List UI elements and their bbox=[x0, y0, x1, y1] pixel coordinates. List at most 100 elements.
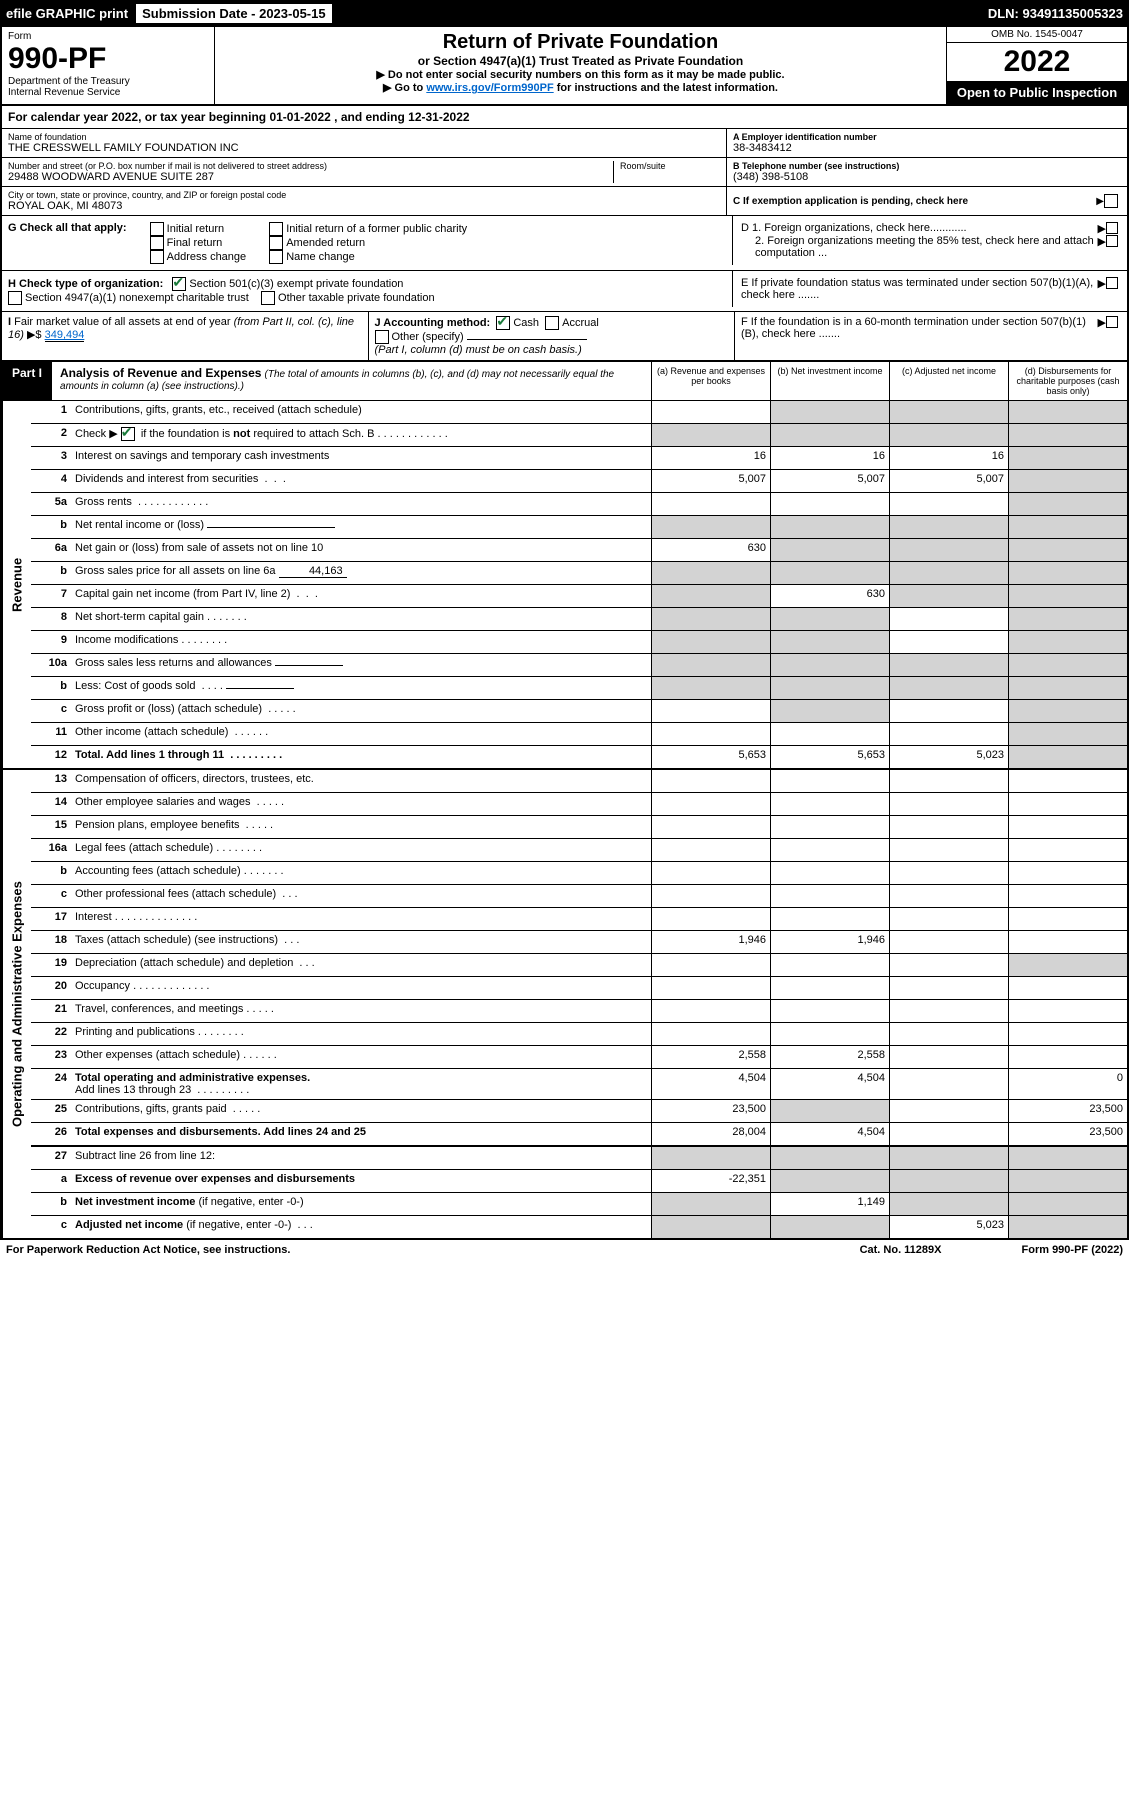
f-checkbox[interactable] bbox=[1106, 316, 1118, 328]
r4-b: 5,007 bbox=[770, 470, 889, 492]
row-14: 14 Other employee salaries and wages . .… bbox=[31, 793, 1127, 816]
ijf-row: I Fair market value of all assets at end… bbox=[0, 312, 1129, 362]
row-18: 18 Taxes (attach schedule) (see instruct… bbox=[31, 931, 1127, 954]
g-address-change[interactable] bbox=[150, 250, 164, 264]
g-final-return[interactable] bbox=[150, 236, 164, 250]
h-4947[interactable] bbox=[8, 291, 22, 305]
h-other-taxable[interactable] bbox=[261, 291, 275, 305]
r27c-c: 5,023 bbox=[889, 1216, 1008, 1238]
r26-a: 28,004 bbox=[651, 1123, 770, 1145]
footer-cat: Cat. No. 11289X bbox=[860, 1244, 942, 1256]
address-cell: Number and street (or P.O. box number if… bbox=[2, 158, 727, 187]
footer: For Paperwork Reduction Act Notice, see … bbox=[0, 1240, 1129, 1260]
r4-c: 5,007 bbox=[889, 470, 1008, 492]
row-8: 8 Net short-term capital gain . . . . . … bbox=[31, 608, 1127, 631]
city-cell: City or town, state or province, country… bbox=[2, 187, 727, 216]
row-1: 1 Contributions, gifts, grants, etc., re… bbox=[31, 401, 1127, 424]
d-column: D 1. Foreign organizations, check here..… bbox=[732, 216, 1127, 265]
part1-header: Part I Analysis of Revenue and Expenses … bbox=[0, 362, 1129, 401]
form-title: Return of Private Foundation bbox=[223, 31, 938, 54]
open-inspection: Open to Public Inspection bbox=[947, 81, 1127, 104]
r2-checkbox[interactable] bbox=[121, 427, 135, 441]
r23-b: 2,558 bbox=[770, 1046, 889, 1068]
expenses-section: Operating and Administrative Expenses 13… bbox=[0, 770, 1129, 1240]
j-accrual[interactable] bbox=[545, 316, 559, 330]
col-d-header: (d) Disbursements for charitable purpose… bbox=[1008, 362, 1127, 400]
row-4: 4 Dividends and interest from securities… bbox=[31, 470, 1127, 493]
r12-c: 5,023 bbox=[889, 746, 1008, 768]
row-23: 23 Other expenses (attach schedule) . . … bbox=[31, 1046, 1127, 1069]
expenses-side-label: Operating and Administrative Expenses bbox=[2, 770, 31, 1238]
r25-a: 23,500 bbox=[651, 1100, 770, 1122]
irs-link[interactable]: www.irs.gov/Form990PF bbox=[426, 82, 553, 94]
row-7: 7 Capital gain net income (from Part IV,… bbox=[31, 585, 1127, 608]
row-12: 12 Total. Add lines 1 through 11 . . . .… bbox=[31, 746, 1127, 768]
row-19: 19 Depreciation (attach schedule) and de… bbox=[31, 954, 1127, 977]
r12-a: 5,653 bbox=[651, 746, 770, 768]
calendar-year-row: For calendar year 2022, or tax year begi… bbox=[0, 106, 1129, 129]
row-16c: c Other professional fees (attach schedu… bbox=[31, 885, 1127, 908]
footer-left: For Paperwork Reduction Act Notice, see … bbox=[6, 1244, 290, 1256]
r24-b: 4,504 bbox=[770, 1069, 889, 1099]
telephone-cell: B Telephone number (see instructions) (3… bbox=[727, 158, 1127, 187]
r3-b: 16 bbox=[770, 447, 889, 469]
r3-a: 16 bbox=[651, 447, 770, 469]
row-11: 11 Other income (attach schedule) . . . … bbox=[31, 723, 1127, 746]
fmv-value[interactable]: 349,494 bbox=[45, 329, 85, 342]
row-10a: 10a Gross sales less returns and allowan… bbox=[31, 654, 1127, 677]
h-column: H Check type of organization: Section 50… bbox=[8, 277, 712, 305]
row-27b: b Net investment income (if negative, en… bbox=[31, 1193, 1127, 1216]
row-5b: b Net rental income or (loss) bbox=[31, 516, 1127, 539]
row-26: 26 Total expenses and disbursements. Add… bbox=[31, 1123, 1127, 1147]
r7-b: 630 bbox=[770, 585, 889, 607]
e-checkbox[interactable] bbox=[1106, 277, 1118, 289]
top-bar: efile GRAPHIC print Submission Date - 20… bbox=[0, 0, 1129, 27]
col-b-header: (b) Net investment income bbox=[770, 362, 889, 400]
j-cash[interactable] bbox=[496, 316, 510, 330]
r24-d: 0 bbox=[1008, 1069, 1127, 1099]
header-center: Return of Private Foundation or Section … bbox=[215, 27, 946, 104]
row-10c: c Gross profit or (loss) (attach schedul… bbox=[31, 700, 1127, 723]
row-16a: 16a Legal fees (attach schedule) . . . .… bbox=[31, 839, 1127, 862]
header-right: OMB No. 1545-0047 2022 Open to Public In… bbox=[946, 27, 1127, 104]
submission-date: Submission Date - 2023-05-15 bbox=[136, 4, 332, 23]
row-24: 24 Total operating and administrative ex… bbox=[31, 1069, 1127, 1100]
r6a-a: 630 bbox=[651, 539, 770, 561]
g-initial-return[interactable] bbox=[150, 222, 164, 236]
row-13: 13 Compensation of officers, directors, … bbox=[31, 770, 1127, 793]
j-other[interactable] bbox=[375, 330, 389, 344]
header-left: Form 990-PF Department of the TreasuryIn… bbox=[2, 27, 215, 104]
g-amended-return[interactable] bbox=[269, 236, 283, 250]
r25-d: 23,500 bbox=[1008, 1100, 1127, 1122]
g-name-change[interactable] bbox=[269, 250, 283, 264]
row-27c: c Adjusted net income (if negative, ente… bbox=[31, 1216, 1127, 1238]
row-21: 21 Travel, conferences, and meetings . .… bbox=[31, 1000, 1127, 1023]
note-ssn: ▶ Do not enter social security numbers o… bbox=[223, 68, 938, 81]
g-initial-public[interactable] bbox=[269, 222, 283, 236]
r27a-a: -22,351 bbox=[651, 1170, 770, 1192]
form-number: 990-PF bbox=[8, 42, 208, 76]
i-column: I Fair market value of all assets at end… bbox=[2, 312, 368, 360]
r3-c: 16 bbox=[889, 447, 1008, 469]
form-header: Form 990-PF Department of the TreasuryIn… bbox=[0, 27, 1129, 106]
col-a-header: (a) Revenue and expenses per books bbox=[652, 362, 770, 400]
r26-d: 23,500 bbox=[1008, 1123, 1127, 1145]
row-17: 17 Interest . . . . . . . . . . . . . . bbox=[31, 908, 1127, 931]
row-2: 2 Check ▶ if the foundation is not requi… bbox=[31, 424, 1127, 447]
efile-label: efile GRAPHIC print bbox=[6, 6, 128, 21]
info-grid: Name of foundation THE CRESSWELL FAMILY … bbox=[0, 129, 1129, 216]
r27b-b: 1,149 bbox=[770, 1193, 889, 1215]
r6b-val: 44,163 bbox=[279, 565, 347, 578]
d2-checkbox[interactable] bbox=[1106, 235, 1118, 247]
j-column: J Accounting method: Cash Accrual Other … bbox=[368, 312, 735, 360]
h-501c3[interactable] bbox=[172, 277, 186, 291]
revenue-side-label: Revenue bbox=[2, 401, 31, 768]
h-e-row: H Check type of organization: Section 50… bbox=[0, 271, 1129, 312]
row-16b: b Accounting fees (attach schedule) . . … bbox=[31, 862, 1127, 885]
d1-checkbox[interactable] bbox=[1106, 222, 1118, 234]
row-5a: 5a Gross rents . . . . . . . . . . . . bbox=[31, 493, 1127, 516]
c-checkbox[interactable] bbox=[1104, 194, 1118, 208]
part1-title: Analysis of Revenue and Expenses (The to… bbox=[52, 362, 651, 400]
dln: DLN: 93491135005323 bbox=[988, 6, 1123, 21]
footer-form: Form 990-PF (2022) bbox=[1022, 1244, 1124, 1256]
